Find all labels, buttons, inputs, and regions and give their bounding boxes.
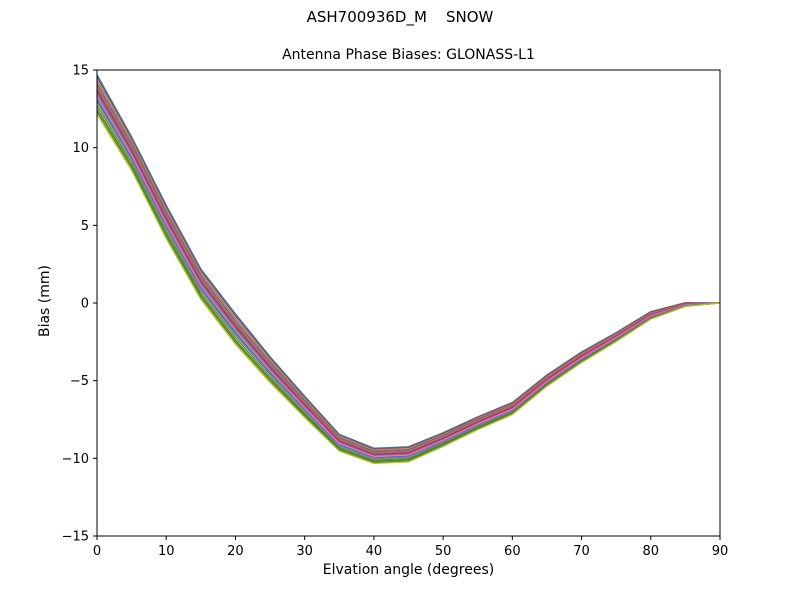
y-tick-label: 5 <box>81 219 89 234</box>
y-tick-label: −15 <box>62 530 89 545</box>
plot-border <box>96 69 721 537</box>
x-tick-label: 20 <box>227 544 244 559</box>
series-line-line-17 <box>96 105 721 461</box>
x-tick-label: 60 <box>504 544 521 559</box>
x-tick-label: 80 <box>643 544 660 559</box>
x-tick-label: 30 <box>296 544 313 559</box>
series-line-line-10 <box>96 84 721 453</box>
series-line-line-20 <box>96 108 721 462</box>
figure-title: ASH700936D_M SNOW <box>306 8 494 26</box>
axes-title: Antenna Phase Biases: GLONASS-L1 <box>282 47 535 63</box>
series-line-line-22 <box>96 112 721 464</box>
series-line-line-08 <box>96 76 721 450</box>
series-line-line-18 <box>96 90 721 456</box>
x-tick-label: 40 <box>366 544 383 559</box>
x-tick-label: 90 <box>712 544 729 559</box>
y-tick-label: 0 <box>81 297 89 312</box>
x-tick-label: 70 <box>573 544 590 559</box>
y-axis-label: Bias (mm) <box>37 264 53 338</box>
x-tick-label: 10 <box>158 544 175 559</box>
series-line-line-21 <box>96 101 721 460</box>
x-tick-label: 0 <box>93 544 101 559</box>
series-line-line-23 <box>96 110 721 463</box>
x-tick-label: 50 <box>435 544 452 559</box>
y-tick-label: −10 <box>62 452 89 467</box>
x-axis-label: Elvation angle (degrees) <box>322 562 495 578</box>
series-line-line-19 <box>96 96 721 458</box>
y-tick-label: 10 <box>72 141 89 156</box>
y-tick-label: 15 <box>72 64 89 79</box>
y-tick-label: −5 <box>70 374 89 389</box>
series-line-line-24 <box>96 113 721 465</box>
